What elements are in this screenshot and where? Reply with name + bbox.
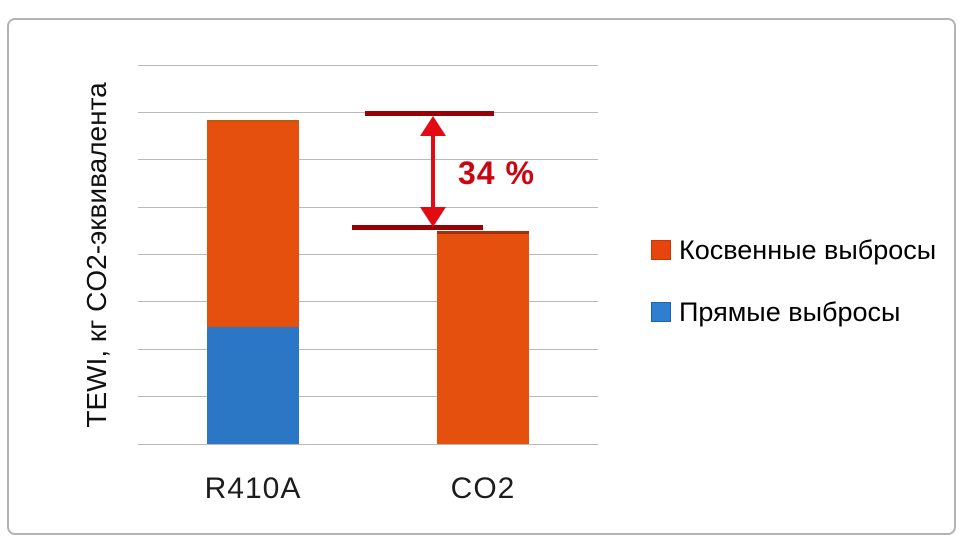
- x-axis-baseline: [138, 443, 598, 445]
- arrow-up-head-icon: [420, 115, 446, 136]
- y-axis-title: TEWI, кг CO2-эквивалента: [81, 82, 112, 428]
- gridline: [138, 206, 598, 208]
- annotation-bottom-level-line: [352, 224, 483, 230]
- gridline: [138, 301, 598, 303]
- bar-segment-r410a: [207, 119, 299, 328]
- legend-item-label: Прямые выбросы: [679, 296, 901, 327]
- gridline: [138, 396, 598, 398]
- annotation-top-level-line: [365, 111, 494, 117]
- category-label-co2: CO2: [450, 472, 516, 505]
- gridline: [138, 64, 598, 66]
- arrow-down-head-icon: [420, 207, 446, 228]
- legend: Косвенные выбросы Прямые выбросы: [651, 234, 937, 360]
- legend-item-label: Косвенные выбросы: [679, 234, 937, 265]
- gridline: [138, 254, 598, 255]
- annotation-arrow-line: [431, 133, 435, 210]
- legend-swatch-icon: [651, 240, 671, 260]
- gridline: [138, 159, 598, 161]
- legend-swatch-icon: [651, 302, 671, 322]
- annotation-label: 34 %: [458, 155, 535, 191]
- bar-segment-r410a: [207, 327, 299, 444]
- legend-item: Прямые выбросы: [651, 296, 936, 327]
- bar-segment-co2: [437, 231, 529, 444]
- legend-item: Косвенные выбросы: [651, 234, 937, 265]
- category-label-r410a: R410A: [204, 472, 302, 505]
- gridline: [138, 348, 598, 350]
